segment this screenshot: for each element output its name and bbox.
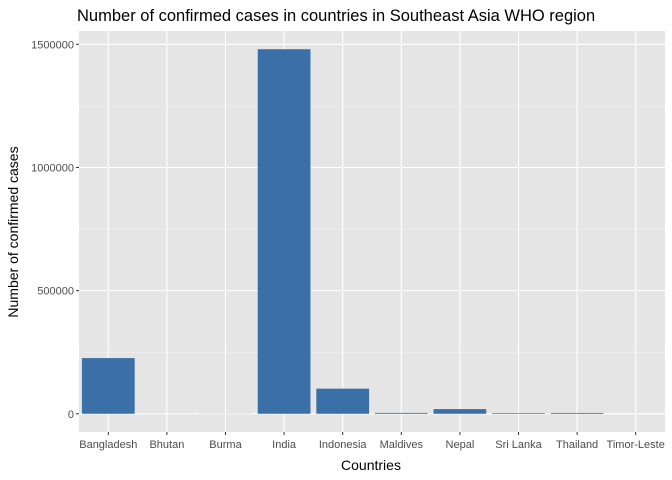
chart-title: Number of confirmed cases in countries i…: [77, 7, 595, 25]
bar: [550, 412, 604, 414]
plot-panel: [79, 31, 665, 432]
bar: [374, 412, 428, 414]
bar: [433, 409, 487, 414]
x-tick-label: Bangladesh: [79, 439, 137, 451]
x-tick-label: Indonesia: [319, 439, 368, 451]
bars: [81, 49, 663, 414]
y-tick-label: 0: [68, 409, 74, 421]
y-axis-title: Number of confirmed cases: [5, 146, 21, 317]
x-tick-label: India: [272, 439, 297, 451]
x-axis-title: Countries: [341, 457, 401, 473]
y-tick-label: 500000: [37, 286, 74, 298]
x-tick-label: Timor-Leste: [607, 439, 665, 451]
bar: [81, 358, 135, 414]
bar: [492, 413, 545, 414]
x-tick-label: Sri Lanka: [495, 439, 542, 451]
y-tick-label: 1500000: [31, 39, 74, 51]
y-tick-label: 1000000: [31, 162, 74, 174]
bar: [316, 388, 370, 414]
x-tick-label: Thailand: [556, 439, 598, 451]
x-tick-label: Bhutan: [149, 439, 184, 451]
x-axis: Bangladesh Bhutan Burma India Indonesia Maldi…: [79, 432, 665, 451]
x-tick-label: Nepal: [446, 439, 475, 451]
y-axis: 0 500000 1000000 1500000: [31, 39, 79, 421]
x-tick-label: Maldives: [380, 439, 424, 451]
x-tick-label: Burma: [209, 439, 242, 451]
bar: [257, 49, 311, 414]
